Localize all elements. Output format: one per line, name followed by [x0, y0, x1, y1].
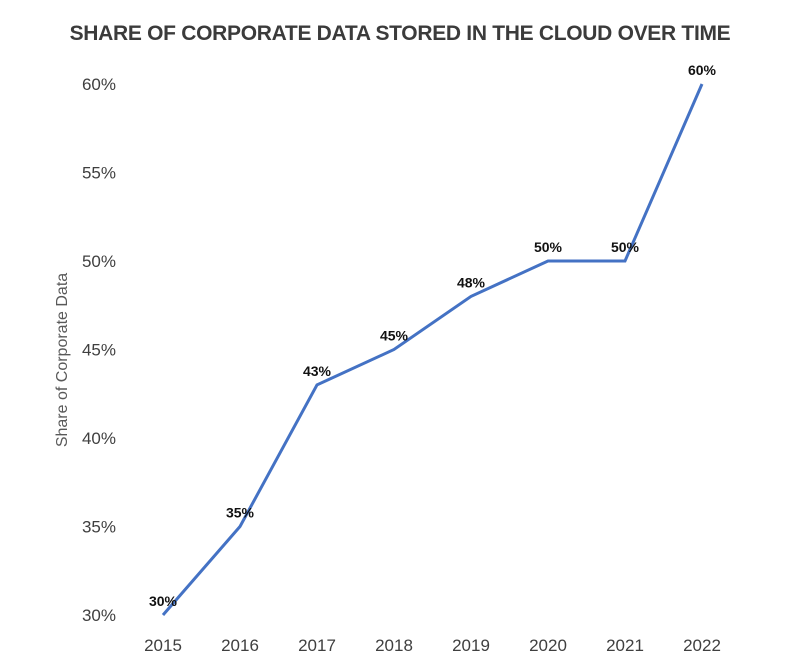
y-tick-label: 35%: [82, 518, 116, 537]
y-tick-label: 55%: [82, 164, 116, 183]
x-tick-label: 2015: [144, 636, 182, 655]
y-tick-label: 45%: [82, 341, 116, 360]
x-tick-label: 2016: [221, 636, 259, 655]
y-axis-ticks: 30% 35% 40% 45% 50% 55% 60%: [82, 75, 116, 625]
x-tick-label: 2020: [529, 636, 567, 655]
data-label: 50%: [611, 239, 640, 255]
series-lines: [161, 83, 704, 616]
x-tick-label: 2022: [683, 636, 721, 655]
y-axis-label: Share of Corporate Data: [54, 273, 71, 447]
x-tick-label: 2018: [375, 636, 413, 655]
x-tick-label: 2019: [452, 636, 490, 655]
y-tick-label: 40%: [82, 429, 116, 448]
data-label: 30%: [149, 593, 178, 609]
data-label: 35%: [226, 505, 255, 521]
x-tick-label: 2017: [298, 636, 336, 655]
data-label: 60%: [688, 62, 717, 78]
y-tick-label: 50%: [82, 252, 116, 271]
chart-title: SHARE OF CORPORATE DATA STORED IN THE CL…: [70, 22, 731, 45]
x-tick-label: 2021: [606, 636, 644, 655]
y-tick-label: 30%: [82, 606, 116, 625]
x-axis-ticks: 2015 2016 2017 2018 2019 2020 2021 2022: [144, 636, 721, 655]
y-tick-label: 60%: [82, 75, 116, 94]
data-label: 50%: [534, 239, 563, 255]
data-label: 48%: [457, 274, 486, 290]
data-label: 43%: [303, 363, 332, 379]
series-line: [161, 83, 704, 616]
data-label: 45%: [380, 328, 409, 344]
data-labels: 30% 35% 43% 45% 48% 50% 50% 60%: [149, 62, 717, 609]
